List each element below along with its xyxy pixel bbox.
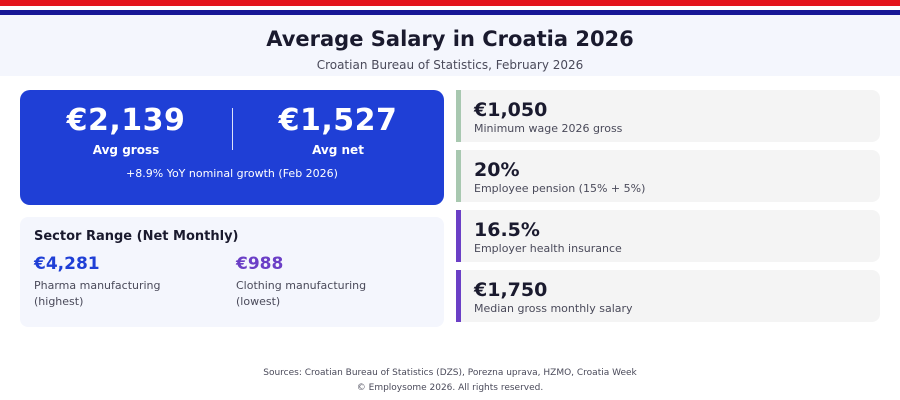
sector-lowest-desc: Clothing manufacturing (lowest)	[236, 279, 367, 308]
sector-lowest: €988 Clothing manufacturing (lowest)	[236, 254, 426, 310]
salary-hero-card: €2,139 Avg gross €1,527 Avg net +8.9% Yo…	[20, 90, 444, 205]
stat-desc: Minimum wage 2026 gross	[474, 122, 623, 135]
stat-desc: Median gross monthly salary	[474, 302, 633, 315]
sector-lowest-value: €988	[236, 254, 284, 274]
stat-value: 16.5%	[474, 219, 540, 241]
stat-card-employee-pension: 20% Employee pension (15% + 5%)	[456, 150, 880, 202]
flag-red-stripe	[0, 0, 900, 6]
avg-net-value: €1,527	[278, 103, 398, 138]
stat-value: 20%	[474, 159, 520, 181]
stat-accent-bar	[456, 90, 461, 142]
sector-highest-desc: Pharma manufacturing (highest)	[34, 279, 161, 308]
hero-divider	[232, 108, 233, 150]
stat-accent-bar	[456, 270, 461, 322]
flag-blue-stripe	[0, 10, 900, 15]
sector-range-title: Sector Range (Net Monthly)	[34, 229, 239, 244]
croatian-flag-stripe	[0, 0, 900, 15]
page-header: Average Salary in Croatia 2026 Croatian …	[0, 15, 900, 76]
avg-net-label: Avg net	[312, 143, 364, 157]
footer-sources: Sources: Croatian Bureau of Statistics (…	[263, 368, 637, 378]
footer-copyright: © Employsome 2026. All rights reserved.	[356, 383, 544, 393]
stat-card-median-gross: €1,750 Median gross monthly salary	[456, 270, 880, 322]
stat-card-minimum-wage: €1,050 Minimum wage 2026 gross	[456, 90, 880, 142]
stat-value: €1,050	[474, 99, 548, 121]
sector-highest: €4,281 Pharma manufacturing (highest)	[34, 254, 224, 310]
avg-gross-block: €2,139 Avg gross	[20, 104, 232, 158]
avg-net-block: €1,527 Avg net	[232, 104, 444, 158]
stat-desc: Employee pension (15% + 5%)	[474, 182, 646, 195]
stat-desc: Employer health insurance	[474, 242, 622, 255]
avg-gross-value: €2,139	[66, 103, 186, 138]
page-title: Average Salary in Croatia 2026	[266, 27, 634, 51]
sector-range-card: Sector Range (Net Monthly) €4,281 Pharma…	[20, 217, 444, 327]
growth-note: +8.9% YoY nominal growth (Feb 2026)	[126, 167, 338, 180]
stat-accent-bar	[456, 150, 461, 202]
avg-gross-label: Avg gross	[92, 143, 160, 157]
flag-white-stripe	[0, 6, 900, 10]
stat-value: €1,750	[474, 279, 548, 301]
stat-accent-bar	[456, 210, 461, 262]
page-subtitle: Croatian Bureau of Statistics, February …	[316, 58, 584, 72]
stat-card-employer-health: 16.5% Employer health insurance	[456, 210, 880, 262]
sector-highest-value: €4,281	[34, 254, 100, 274]
